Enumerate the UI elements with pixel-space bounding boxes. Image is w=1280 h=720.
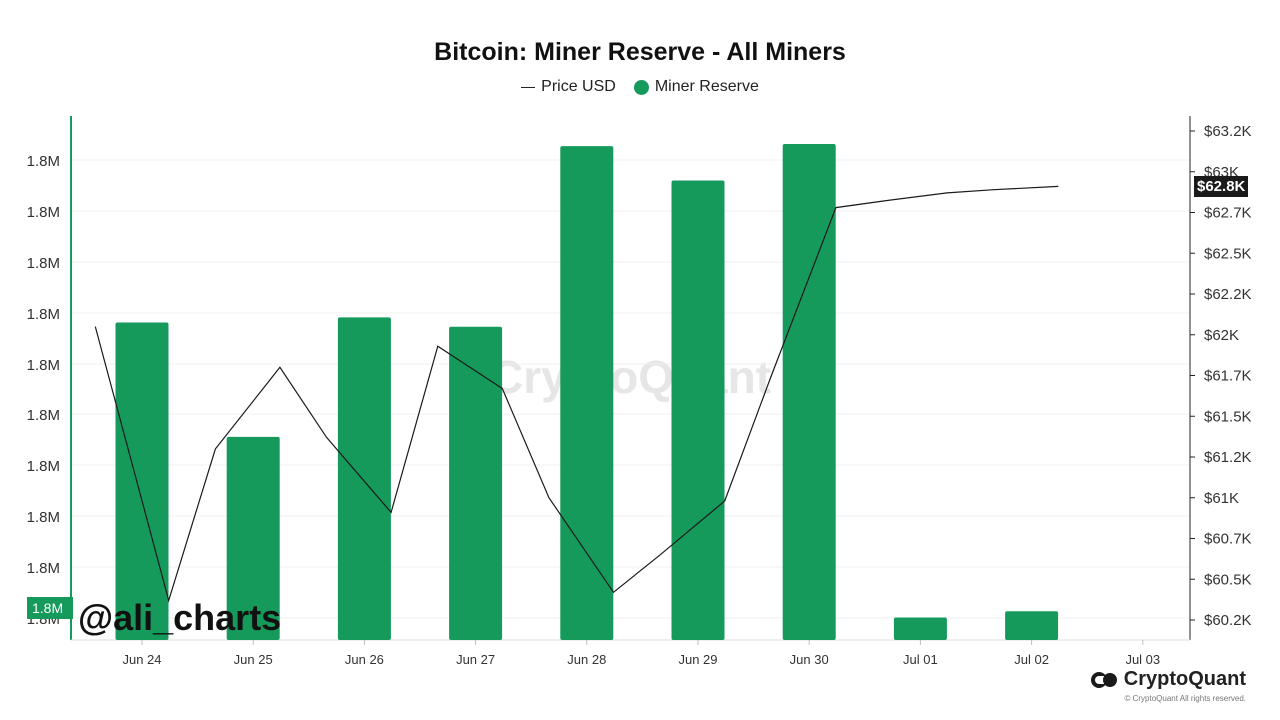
x-axis-tick-label: Jun 28 — [567, 652, 606, 667]
reserve-bar — [782, 144, 836, 640]
right-axis-tick-label: $62K — [1204, 327, 1239, 344]
x-axis-tick-label: Jun 29 — [678, 652, 717, 667]
right-axis-tick-label: $61.7K — [1204, 368, 1252, 385]
current-reserve-tag: 1.8M — [27, 597, 73, 619]
left-axis-tick-label: 1.8M — [27, 509, 60, 526]
reserve-bar — [893, 617, 947, 640]
author-handle: @ali_charts — [78, 597, 282, 638]
left-axis-tick-label: 1.8M — [27, 357, 60, 374]
reserve-bar — [337, 317, 391, 640]
right-axis-tick-label: $60.5K — [1204, 571, 1252, 588]
right-axis-tick-label: $61K — [1204, 490, 1239, 507]
left-axis-tick-label: 1.8M — [27, 407, 60, 424]
chart-title: Bitcoin: Miner Reserve - All Miners — [434, 38, 846, 66]
legend-label-reserve: Miner Reserve — [654, 78, 759, 95]
left-axis-tick-label: 1.8M — [27, 204, 60, 221]
right-axis-tick-label: $62.2K — [1204, 286, 1252, 303]
brand-name: CryptoQuant — [1123, 668, 1246, 690]
left-axis-tick-label: 1.8M — [27, 306, 60, 323]
reserve-bar — [226, 436, 280, 640]
cryptoquant-logo-icon — [1090, 671, 1117, 688]
reserve-bar — [671, 180, 725, 640]
right-axis-tick-label: $63.2K — [1204, 123, 1252, 140]
left-axis-tick-label: 1.8M — [27, 560, 60, 577]
legend: Price USD Miner Reserve — [0, 78, 1280, 96]
x-axis-tick-label: Jun 26 — [345, 652, 384, 667]
x-axis-tick-label: Jul 02 — [1014, 652, 1049, 667]
legend-item-price[interactable]: Price USD — [521, 78, 616, 96]
reserve-bar — [115, 322, 169, 640]
right-axis-tick-label: $61.2K — [1204, 449, 1252, 466]
reserve-bar — [449, 326, 503, 640]
x-axis-tick-label: Jun 25 — [234, 652, 273, 667]
x-axis-tick-label: Jul 03 — [1125, 652, 1160, 667]
right-axis-tick-label: $62.7K — [1204, 205, 1252, 222]
x-axis-tick-label: Jun 27 — [456, 652, 495, 667]
current-price-tag: $62.8K — [1194, 176, 1249, 197]
x-axis-tick-label: Jul 01 — [903, 652, 938, 667]
left-axis-tick-label: 1.8M — [27, 153, 60, 170]
reserve-bar — [1005, 611, 1059, 640]
price-line — [94, 185, 1059, 603]
right-axis-tick-label: $60.2K — [1204, 612, 1252, 629]
x-axis-tick-label: Jun 30 — [790, 652, 829, 667]
right-axis-tick-label: $62.5K — [1204, 245, 1252, 262]
right-axis-tick-label: $61.5K — [1204, 408, 1252, 425]
line-swatch-icon — [521, 86, 536, 88]
left-axis-tick-label: 1.8M — [27, 458, 60, 475]
legend-item-reserve[interactable]: Miner Reserve — [633, 78, 759, 96]
brand-logo: CryptoQuant — [1090, 668, 1246, 691]
copyright-text: © CryptoQuant All rights reserved. — [1124, 694, 1247, 703]
dot-swatch-icon — [633, 79, 649, 95]
x-axis-tick-label: Jun 24 — [122, 652, 161, 667]
legend-label-price: Price USD — [541, 78, 616, 95]
left-axis-tick-label: 1.8M — [27, 255, 60, 272]
right-axis-tick-label: $60.7K — [1204, 531, 1252, 548]
reserve-bar — [560, 146, 614, 640]
